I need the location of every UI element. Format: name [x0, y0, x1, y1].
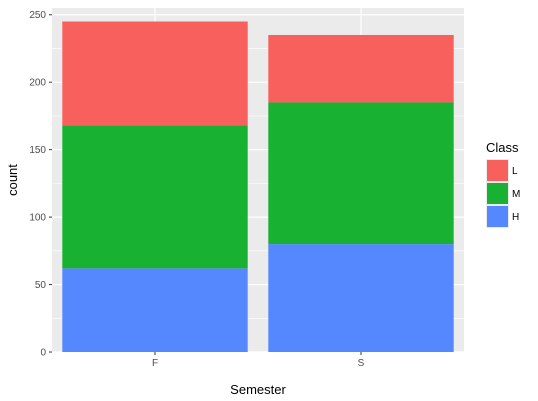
bar-F-L	[62, 21, 248, 126]
legend-swatch-H	[487, 206, 508, 227]
bar-F-M	[62, 125, 248, 269]
legend-swatch-M	[487, 183, 508, 204]
y-tick-label: 100	[29, 213, 46, 224]
x-tick-label: F	[152, 358, 158, 369]
x-tick-label: S	[358, 358, 365, 369]
bar-F-H	[62, 268, 248, 352]
legend-title: Class	[486, 140, 519, 155]
legend-items: L M H	[486, 159, 520, 228]
y-tick-label: 150	[29, 145, 46, 156]
y-axis-title: count	[5, 164, 20, 196]
y-tick-label: 50	[35, 280, 47, 291]
y-axis: 0 50 100 150 200 250	[29, 10, 52, 359]
y-tick-label: 200	[29, 78, 46, 89]
y-tick-label: 0	[40, 348, 46, 359]
legend-swatch-L	[487, 160, 508, 181]
bars	[62, 21, 454, 352]
legend-label-L: L	[512, 166, 518, 177]
bar-S-M	[268, 102, 454, 245]
legend-label-M: M	[512, 189, 520, 200]
legend: Class L M H	[486, 140, 520, 228]
bar-S-H	[268, 244, 454, 352]
x-axis-title: Semester	[230, 382, 286, 397]
legend-label-H: H	[512, 212, 519, 223]
bar-S-L	[268, 34, 454, 103]
y-tick-label: 250	[29, 10, 46, 21]
